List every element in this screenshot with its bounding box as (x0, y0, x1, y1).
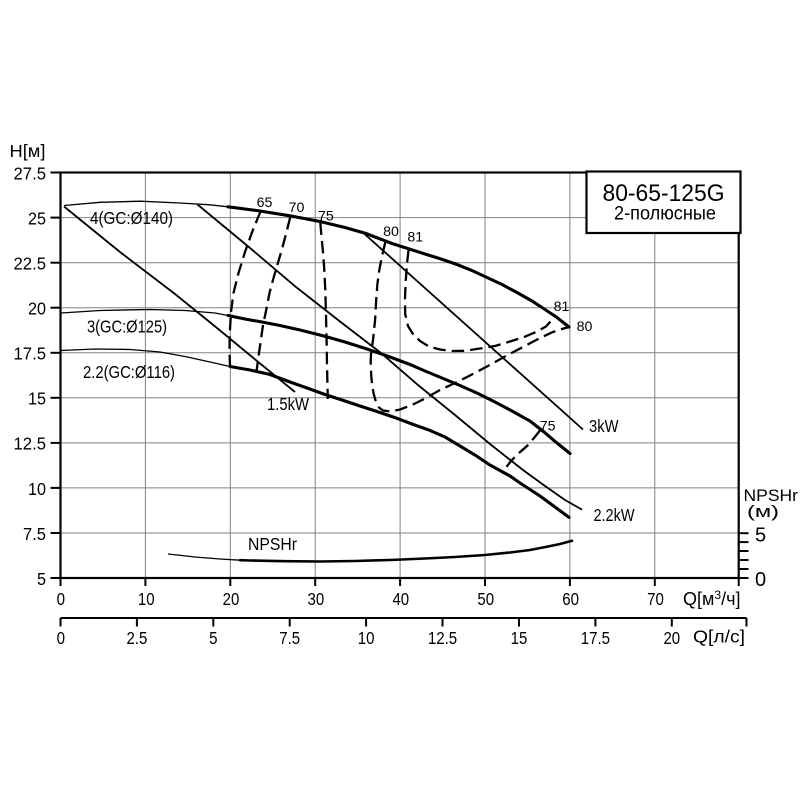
svg-text:7.5: 7.5 (23, 524, 46, 544)
svg-text:12.5: 12.5 (428, 628, 457, 648)
svg-text:3kW: 3kW (589, 416, 619, 436)
svg-text:30: 30 (308, 589, 325, 609)
svg-text:80: 80 (383, 224, 399, 240)
svg-text:5: 5 (37, 569, 46, 589)
svg-text:81: 81 (407, 230, 423, 246)
svg-text:10: 10 (358, 628, 375, 648)
svg-text:75: 75 (540, 419, 556, 435)
svg-text:3(GC:Ø125): 3(GC:Ø125) (87, 317, 167, 337)
svg-text:1.5kW: 1.5kW (267, 394, 309, 414)
svg-text:25: 25 (28, 208, 46, 228)
svg-text:20: 20 (223, 589, 240, 609)
svg-text:4(GC:Ø140): 4(GC:Ø140) (90, 208, 173, 228)
svg-text:70: 70 (289, 200, 305, 216)
svg-text:75: 75 (318, 209, 334, 225)
svg-text:0: 0 (57, 628, 66, 648)
svg-text:0: 0 (755, 569, 766, 591)
svg-text:80: 80 (577, 319, 593, 335)
svg-text:H[м]: H[м] (10, 141, 46, 161)
svg-text:80-65-125G: 80-65-125G (603, 180, 725, 207)
svg-text:50: 50 (477, 589, 494, 609)
svg-text:5: 5 (755, 525, 766, 547)
svg-text:81: 81 (554, 299, 570, 315)
svg-text:27.5: 27.5 (14, 163, 47, 183)
svg-text:Q[м3/ч]: Q[м3/ч] (683, 588, 740, 609)
svg-text:20: 20 (28, 299, 46, 319)
svg-text:NPSHr: NPSHr (248, 534, 297, 554)
svg-text:(м): (м) (747, 503, 779, 521)
svg-text:22.5: 22.5 (14, 254, 47, 274)
svg-text:17.5: 17.5 (581, 628, 610, 648)
svg-text:5: 5 (209, 628, 217, 648)
svg-text:2-полюсные: 2-полюсные (614, 204, 716, 225)
svg-text:40: 40 (392, 589, 409, 609)
svg-text:15: 15 (28, 389, 46, 409)
svg-text:0: 0 (57, 589, 66, 609)
svg-text:2.2(GC:Ø116): 2.2(GC:Ø116) (83, 362, 175, 382)
svg-text:12.5: 12.5 (14, 434, 47, 454)
svg-text:70: 70 (647, 589, 664, 609)
svg-text:20: 20 (663, 628, 680, 648)
svg-text:2.5: 2.5 (126, 628, 147, 648)
svg-text:15: 15 (511, 628, 528, 648)
svg-text:Q[л/с]: Q[л/с] (693, 627, 745, 647)
svg-text:65: 65 (257, 195, 273, 211)
svg-text:2.2kW: 2.2kW (594, 505, 635, 525)
svg-text:NPSHr: NPSHr (744, 487, 799, 505)
svg-text:10: 10 (138, 589, 155, 609)
svg-text:60: 60 (562, 589, 579, 609)
svg-text:7.5: 7.5 (279, 628, 300, 648)
svg-text:10: 10 (28, 479, 46, 499)
svg-text:17.5: 17.5 (14, 344, 47, 364)
